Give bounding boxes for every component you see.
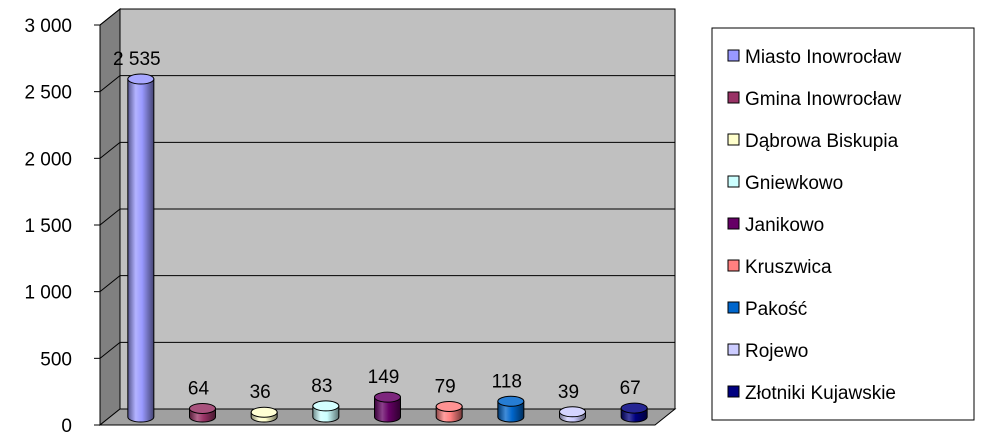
- legend-label: Złotniki Kujawskie: [745, 383, 896, 404]
- legend-label: Gmina Inowrocław: [745, 89, 902, 110]
- y-tick-label: 0: [61, 416, 72, 434]
- legend-swatch: [727, 385, 740, 398]
- bar: [559, 406, 586, 423]
- gridline: [99, 8, 675, 26]
- gridline: [99, 341, 675, 359]
- bar-top: [620, 402, 648, 414]
- bar: [312, 400, 340, 423]
- legend-label: Miasto Inowrocław: [745, 47, 902, 68]
- bar: [497, 395, 525, 423]
- legend-box: [711, 27, 975, 421]
- gridline: [99, 75, 675, 93]
- bar-top: [559, 406, 586, 418]
- bar-top: [312, 400, 340, 412]
- data-label: 2 535: [113, 49, 161, 70]
- bar: [620, 402, 648, 423]
- legend-swatch: [727, 49, 740, 62]
- legend-label: Janikowo: [745, 215, 824, 236]
- bar-top: [497, 395, 525, 407]
- data-labels: 2 535 64 36 83 149 79 118 39 67: [113, 49, 641, 403]
- bar-top: [189, 402, 216, 414]
- data-label: 83: [311, 376, 332, 397]
- bar: [189, 402, 216, 423]
- y-axis: 0 500 1 000 1 500 2 000 2 500 3 000: [24, 16, 101, 434]
- bar-body: [127, 78, 155, 423]
- data-label: 67: [620, 378, 641, 399]
- bar-body: [374, 396, 401, 423]
- y-tick-label: 500: [40, 349, 72, 370]
- legend-label: Kruszwica: [745, 257, 832, 278]
- bar-body: [497, 400, 525, 423]
- legend-swatch: [727, 217, 740, 230]
- bar: [435, 400, 463, 423]
- legend-swatch: [727, 91, 740, 104]
- data-label: 64: [188, 378, 210, 399]
- data-label: 149: [368, 367, 400, 388]
- legend-swatch: [727, 175, 740, 188]
- legend-swatch: [727, 343, 740, 356]
- y-tick-label: 2 500: [24, 83, 72, 104]
- gridline: [99, 208, 675, 226]
- y-tick-label: 1 000: [24, 283, 72, 304]
- legend-swatch: [727, 301, 740, 314]
- bar: [250, 406, 278, 423]
- legend-label: Gniewkowo: [745, 173, 843, 194]
- legend-label: Rojewo: [745, 341, 808, 362]
- legend: Miasto Inowrocław Gmina Inowrocław Dąbrowa…: [711, 27, 975, 421]
- y-tick-label: 2 000: [24, 149, 72, 170]
- bar-top: [435, 400, 463, 412]
- plot-background: [98, 7, 677, 427]
- bar-top: [127, 73, 155, 85]
- bars: [127, 73, 648, 423]
- gridline: [99, 141, 675, 159]
- data-label: 118: [492, 371, 522, 392]
- gridline: [99, 275, 675, 293]
- bar-top: [374, 391, 401, 403]
- y-tick-label: 3 000: [24, 16, 72, 37]
- bar: [127, 73, 155, 423]
- legend-label: Dąbrowa Biskupia: [745, 131, 899, 152]
- data-label: 39: [558, 382, 579, 403]
- legend-swatch: [727, 259, 740, 272]
- bar-top: [250, 406, 278, 418]
- y-tick-label: 1 500: [24, 216, 72, 237]
- bar: [374, 391, 401, 423]
- data-label: 79: [435, 376, 456, 397]
- legend-label: Pakość: [745, 299, 807, 320]
- legend-swatch: [727, 133, 740, 146]
- data-label: 36: [250, 382, 271, 403]
